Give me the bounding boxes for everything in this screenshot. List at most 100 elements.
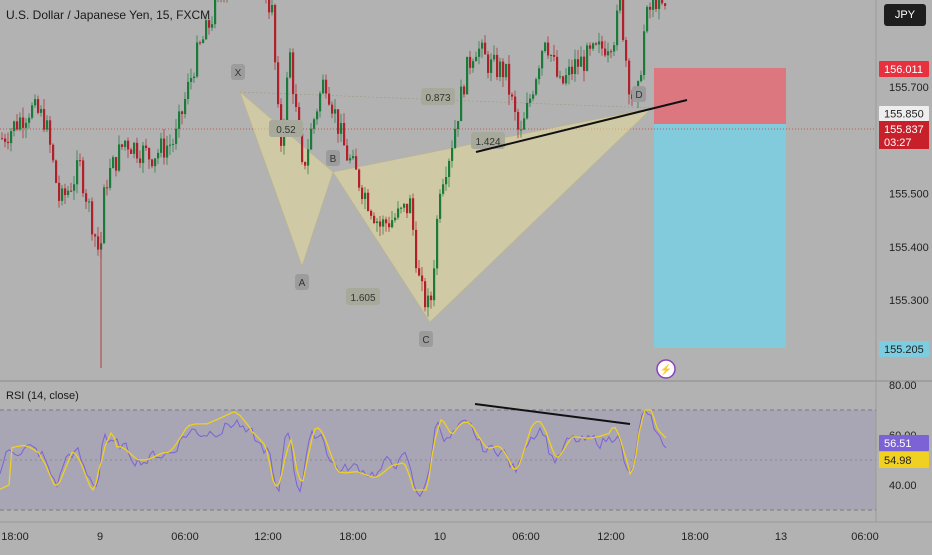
rsi-title[interactable]: RSI (14, close)	[6, 390, 79, 402]
rsi-ma-value-badge-bg[interactable]	[879, 452, 929, 468]
price-tick-label: 155.300	[889, 295, 929, 307]
candle-body	[346, 145, 349, 161]
candle-body	[214, 0, 217, 25]
candle-body	[172, 143, 175, 145]
candle-body	[616, 10, 619, 46]
candle-body	[562, 76, 565, 84]
candle-body	[154, 158, 157, 167]
candle-body	[136, 142, 139, 159]
pattern-point-b-tag[interactable]	[326, 150, 340, 166]
candle-body	[28, 117, 31, 123]
candle-body	[106, 187, 109, 189]
candle-body	[508, 63, 511, 95]
candle-body	[349, 158, 352, 161]
candle-body	[271, 5, 274, 13]
last-price-badge: 155.837	[884, 124, 924, 136]
candle-body	[565, 75, 568, 84]
candle-body	[556, 56, 559, 77]
pattern-point-d-label: D	[635, 90, 642, 101]
time-tick-label: 10	[434, 531, 446, 543]
candle-body	[160, 138, 163, 153]
candle-body	[490, 59, 493, 73]
pattern-ratio-tag[interactable]	[346, 288, 380, 305]
candle-body	[517, 111, 520, 130]
pattern-point-x-tag[interactable]	[231, 64, 245, 80]
candle-body	[415, 229, 418, 269]
candle-body	[394, 217, 397, 221]
candle-body	[523, 118, 526, 130]
candle-body	[16, 121, 19, 130]
candle-body	[424, 281, 427, 308]
currency-button[interactable]: JPY	[884, 4, 926, 26]
rsi-value-badge: 56.51	[884, 438, 912, 450]
candle-body	[40, 109, 43, 113]
candle-body	[76, 160, 79, 185]
candle-body	[187, 81, 190, 100]
candle-body	[97, 236, 100, 250]
candle-body	[541, 51, 544, 69]
candle-body	[436, 218, 439, 269]
lightning-glyph: ⚡	[660, 363, 672, 376]
candle-body	[535, 79, 538, 95]
high-price-badge: 155.850	[884, 109, 924, 121]
stop-loss-zone[interactable]	[654, 68, 786, 124]
candle-body	[118, 144, 121, 171]
candle-body	[274, 5, 277, 63]
pattern-point-d-tag[interactable]	[632, 86, 646, 102]
pattern-ratio-tag[interactable]	[269, 120, 303, 137]
candle-body	[475, 56, 478, 62]
rsi-value-badge-bg[interactable]	[879, 435, 929, 451]
candle-body	[649, 6, 652, 10]
candle-body	[55, 160, 58, 183]
pattern-ratio-label: 1.605	[350, 293, 375, 304]
candle-body	[619, 0, 622, 11]
candle-body	[73, 184, 76, 191]
candle-body	[190, 78, 193, 82]
candle-body	[454, 128, 457, 149]
candle-body	[661, 0, 664, 4]
candle-body	[406, 203, 409, 214]
pattern-ratio-tag[interactable]	[471, 132, 505, 149]
candle-body	[202, 39, 205, 44]
pattern-point-c-tag[interactable]	[419, 331, 433, 347]
candle-body	[412, 198, 415, 230]
last-price-badge-bg[interactable]	[879, 121, 929, 149]
candle-body	[553, 55, 556, 57]
candle-body	[151, 159, 154, 167]
candle-body	[592, 43, 595, 49]
candle-body	[472, 61, 475, 68]
symbol-title[interactable]: U.S. Dollar / Japanese Yen, 15, FXCM	[6, 8, 211, 22]
candle-body	[70, 190, 73, 192]
candle-body	[112, 157, 115, 169]
candle-body	[505, 63, 508, 78]
pattern-point-a-tag[interactable]	[295, 274, 309, 290]
price-trendline[interactable]	[475, 99, 688, 153]
candle-body	[166, 145, 169, 158]
lightning-icon[interactable]	[656, 359, 676, 379]
candle-body	[496, 54, 499, 78]
take-profit-zone[interactable]	[654, 124, 786, 348]
candle-body	[457, 121, 460, 129]
rsi-ma-line[interactable]	[0, 409, 667, 492]
candle-body	[310, 128, 313, 150]
target-price-badge-bg[interactable]	[879, 61, 929, 77]
candle-body	[130, 149, 133, 154]
pattern-ratio-tag[interactable]	[421, 88, 455, 105]
candle-body	[37, 99, 40, 113]
rsi-trendline[interactable]	[474, 403, 631, 425]
candle-body	[10, 131, 13, 144]
candle-body	[31, 105, 34, 118]
candle-body	[514, 96, 517, 112]
candle-body	[94, 234, 97, 237]
rsi-line[interactable]	[0, 409, 667, 498]
high-price-badge-bg[interactable]	[879, 106, 929, 121]
candle-body	[169, 144, 172, 146]
candle-body	[109, 168, 112, 188]
candle-body	[4, 138, 7, 142]
candle-body	[139, 158, 142, 164]
candle-body	[337, 109, 340, 134]
candle-body	[319, 93, 322, 112]
stop-price-badge-bg[interactable]	[879, 341, 929, 357]
